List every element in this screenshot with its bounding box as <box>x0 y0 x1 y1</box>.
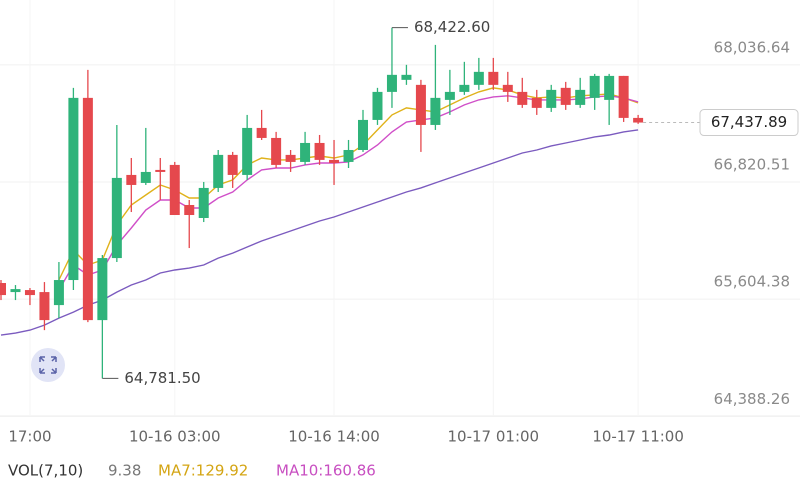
x-tick-label: 10-17 01:00 <box>448 428 540 446</box>
candle-body <box>271 137 282 165</box>
vol-value: 9.38 <box>108 462 141 480</box>
candle-body <box>401 74 412 80</box>
candle-body <box>256 127 267 138</box>
candle-body <box>372 91 383 120</box>
candle-body <box>604 75 615 100</box>
candle-body <box>242 127 253 175</box>
candle-body <box>488 71 499 85</box>
y-tick-label: 68,036.64 <box>714 38 790 56</box>
candle-body <box>314 142 325 160</box>
candle-body <box>126 174 137 185</box>
candle-body <box>97 258 108 321</box>
candle-body <box>517 91 528 105</box>
max-label: 68,422.60 <box>414 18 490 36</box>
candle-body <box>444 91 455 100</box>
y-tick-label: 65,604.38 <box>714 273 790 291</box>
candle-body <box>155 169 166 172</box>
candle-body <box>531 97 542 108</box>
expand-button[interactable] <box>31 348 65 382</box>
candle-body <box>459 84 470 92</box>
candle-body <box>546 89 557 108</box>
candle-body <box>575 89 586 105</box>
candle-body <box>111 177 122 259</box>
candle-body <box>68 97 79 281</box>
ma-line <box>58 95 639 291</box>
candle-body <box>10 289 21 293</box>
candle-body <box>285 154 296 162</box>
candle-body <box>24 290 35 296</box>
x-tick-label: 17:00 <box>8 428 51 446</box>
candle-body <box>198 187 209 218</box>
y-tick-label: 66,820.51 <box>714 156 790 174</box>
candle-body <box>473 71 484 85</box>
candle-body <box>415 84 426 125</box>
candle-body <box>0 283 6 296</box>
x-tick-label: 10-17 11:00 <box>592 428 684 446</box>
vol-ma10: MA10:160.86 <box>276 462 376 480</box>
candle-body <box>213 154 224 188</box>
last-price-box <box>699 109 799 137</box>
candle-body <box>502 84 513 92</box>
candle-body <box>140 171 151 183</box>
candle-body <box>589 75 600 98</box>
candle-body <box>169 164 180 216</box>
y-tick-label: 64,388.26 <box>714 390 790 408</box>
vol-ma7: MA7:129.92 <box>158 462 248 480</box>
x-tick-label: 10-16 14:00 <box>288 428 380 446</box>
candle-body <box>227 154 238 175</box>
candle-body <box>430 97 441 125</box>
candle-body <box>618 75 629 118</box>
candle-body <box>39 292 50 321</box>
candle-body <box>300 142 311 162</box>
candle-body <box>329 159 340 163</box>
last-price-label: 67,437.89 <box>711 113 787 131</box>
min-label: 64,781.50 <box>124 369 200 387</box>
candle-body <box>53 280 64 306</box>
candle-body <box>560 87 571 105</box>
candle-body <box>184 204 195 216</box>
candle-body <box>82 97 93 321</box>
candle-body <box>633 117 644 123</box>
vol-title: VOL(7,10) <box>8 462 83 480</box>
candle-body <box>358 119 368 150</box>
x-tick-label: 10-16 03:00 <box>129 428 221 446</box>
candle-body <box>386 74 397 92</box>
candle-body <box>343 149 354 162</box>
